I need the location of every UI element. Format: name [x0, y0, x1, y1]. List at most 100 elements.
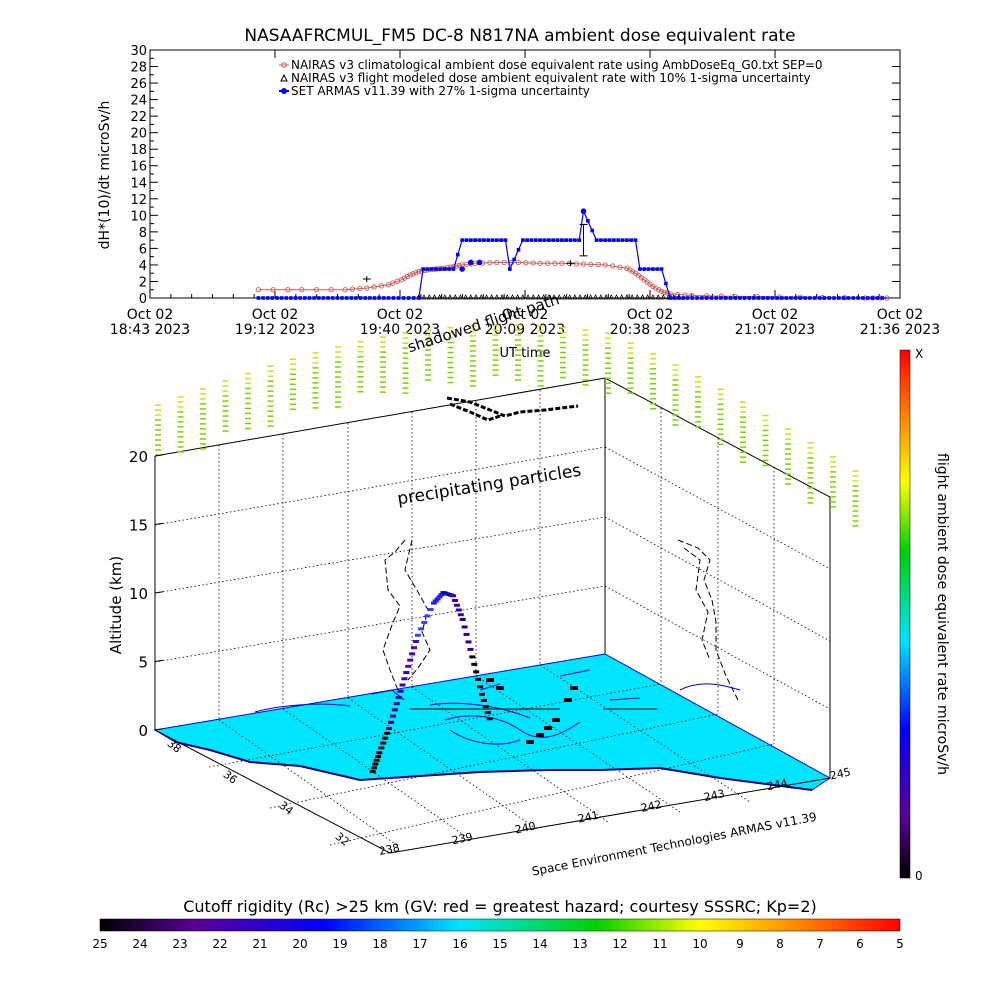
flight-path-segment — [486, 717, 493, 721]
data-point — [588, 261, 594, 268]
data-point — [298, 296, 302, 300]
rigidity-tick-label: 7 — [816, 937, 824, 951]
flight-path-segment — [465, 640, 472, 644]
data-point — [447, 294, 453, 300]
lon-tick-label: 243 — [703, 787, 726, 804]
data-point — [775, 296, 779, 300]
rigidity-tick-label: 12 — [612, 937, 627, 951]
data-point — [478, 294, 484, 300]
data-point — [313, 287, 320, 293]
flight-path-segment — [387, 720, 394, 724]
data-point — [580, 261, 587, 267]
shadowed-flight-path-east — [677, 539, 739, 701]
data-point — [521, 238, 525, 242]
x-tick-label-time: 21:07 2023 — [735, 322, 815, 338]
data-point — [520, 294, 526, 300]
data-point — [567, 294, 573, 300]
y-tick-label: 10 — [130, 209, 147, 224]
rigidity-tick-label: 19 — [332, 937, 347, 951]
legend-entry-nairas-climatological: NAIRAS v3 climatological ambient dose eq… — [291, 58, 823, 72]
data-point — [303, 296, 307, 300]
x-tick-label-date: Oct 02 — [127, 307, 173, 323]
data-point — [537, 260, 543, 266]
rigidity-tick-label: 16 — [452, 937, 467, 951]
data-point-highlight — [476, 259, 483, 266]
x-tick-label-date: Oct 02 — [252, 307, 298, 323]
data-point — [284, 296, 289, 300]
data-point — [612, 238, 616, 242]
data-point — [457, 294, 464, 300]
data-point — [616, 238, 621, 242]
data-point — [681, 296, 686, 300]
z-tick — [154, 454, 164, 457]
data-point — [582, 294, 588, 300]
flight-path-segment — [467, 647, 474, 651]
data-point — [349, 296, 354, 300]
x-tick-label-date: Oct 02 — [877, 307, 923, 323]
data-point — [598, 294, 604, 300]
data-point — [572, 294, 578, 300]
data-point — [561, 294, 568, 300]
data-point — [261, 296, 265, 300]
flight-path-segment — [376, 751, 383, 755]
rigidity-tick-label: 15 — [492, 937, 507, 951]
flight-path-segment — [477, 685, 484, 689]
data-point — [447, 267, 451, 271]
data-point — [655, 294, 661, 300]
y-tick-label: 28 — [130, 61, 147, 76]
data-point — [642, 267, 647, 271]
z-tick-label: 15 — [129, 517, 148, 535]
data-point — [293, 296, 298, 300]
flight-path-segment — [401, 677, 408, 681]
data-point — [473, 238, 477, 242]
data-point — [416, 268, 422, 275]
data-point — [695, 296, 699, 300]
z-tick — [154, 522, 164, 525]
data-point — [326, 296, 330, 300]
rigidity-tick-label: 9 — [736, 937, 744, 951]
flight-path-segment — [375, 755, 382, 759]
data-point — [793, 296, 798, 300]
data-point — [630, 268, 636, 275]
data-point — [530, 294, 536, 300]
flight-path-segment — [412, 639, 419, 643]
x-tick-label-date: Oct 02 — [502, 307, 548, 323]
flight-path-segment — [380, 741, 387, 745]
data-point — [875, 296, 880, 300]
data-point — [568, 238, 573, 242]
data-point — [452, 294, 458, 300]
y-tick-label: 30 — [130, 44, 147, 59]
x-axis-label: UT time — [500, 346, 551, 361]
y-tick-label: 24 — [130, 94, 147, 109]
data-point — [321, 296, 326, 300]
data-point — [279, 296, 284, 300]
data-point — [664, 281, 668, 286]
data-point — [401, 296, 406, 300]
flight-path-segment — [471, 662, 478, 666]
data-point — [508, 267, 512, 271]
data-point — [342, 287, 348, 293]
data-point — [551, 238, 555, 242]
rigidity-tick-label: 23 — [172, 937, 187, 951]
data-point — [587, 294, 594, 300]
y-tick-label: 6 — [139, 242, 147, 257]
data-point — [473, 294, 479, 300]
data-point — [328, 287, 334, 293]
data-point — [677, 296, 681, 300]
data-point — [700, 296, 704, 300]
data-point-highlight — [468, 259, 474, 266]
data-point — [742, 296, 747, 300]
data-point — [368, 296, 372, 300]
data-point — [468, 294, 474, 300]
data-point — [609, 263, 616, 269]
data-point — [542, 238, 547, 242]
data-point — [752, 296, 756, 300]
y-tick-label: 22 — [130, 110, 147, 125]
data-point — [738, 296, 742, 300]
rigidity-tick-label: 13 — [572, 937, 587, 951]
data-point — [540, 294, 547, 300]
data-point — [256, 296, 261, 300]
data-point — [659, 267, 664, 271]
data-point — [425, 267, 430, 271]
data-point — [629, 238, 634, 242]
